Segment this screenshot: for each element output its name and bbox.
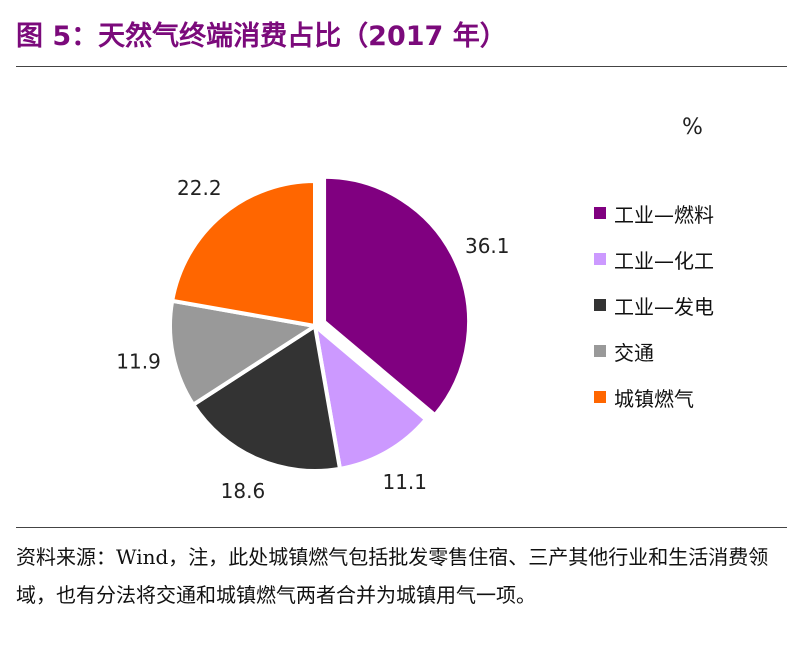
pie-slice-1	[313, 324, 428, 471]
legend-label-1: 工业—化工	[614, 248, 714, 273]
title-divider	[16, 66, 787, 67]
pie-slice-2	[191, 324, 342, 473]
source-note: 资料来源：Wind，注，此处城镇燃气包括批发零售住宿、三产其他行业和生活消费领域…	[16, 545, 769, 607]
slice-value-label-1: 11.1	[382, 470, 427, 494]
legend-label-2: 工业—发电	[614, 294, 714, 319]
slice-value-label-0: 36.1	[465, 234, 510, 258]
pie-chart: 36.1 11.1 18.6 11.9 22.2	[116, 174, 510, 503]
legend-item-1: 工业—化工	[594, 236, 714, 282]
legend-item-3: 交通	[594, 328, 714, 374]
legend-swatch-4	[594, 391, 606, 403]
legend-swatch-2	[594, 299, 606, 311]
pie-slice-0	[322, 174, 472, 418]
legend-swatch-1	[594, 253, 606, 265]
page-title: 图 5：天然气终端消费占比（2017 年）	[16, 21, 507, 52]
pie-slice-4	[170, 179, 317, 328]
legend-item-0: 工业—燃料	[594, 190, 714, 236]
slice-value-label-2: 18.6	[221, 479, 266, 503]
legend-swatch-3	[594, 345, 606, 357]
slice-value-label-4: 22.2	[177, 176, 222, 200]
pie-slice-3	[168, 298, 317, 407]
slice-value-label-3: 11.9	[116, 350, 161, 374]
chart-legend: 工业—燃料 工业—化工 工业—发电 交通 城镇燃气	[594, 190, 714, 420]
legend-item-4: 城镇燃气	[594, 374, 714, 420]
legend-item-2: 工业—发电	[594, 282, 714, 328]
legend-swatch-0	[594, 207, 606, 219]
legend-label-0: 工业—燃料	[614, 202, 714, 227]
unit-label: %	[682, 115, 703, 140]
legend-label-3: 交通	[614, 340, 654, 365]
source-divider	[16, 527, 787, 528]
legend-label-4: 城镇燃气	[614, 386, 694, 411]
